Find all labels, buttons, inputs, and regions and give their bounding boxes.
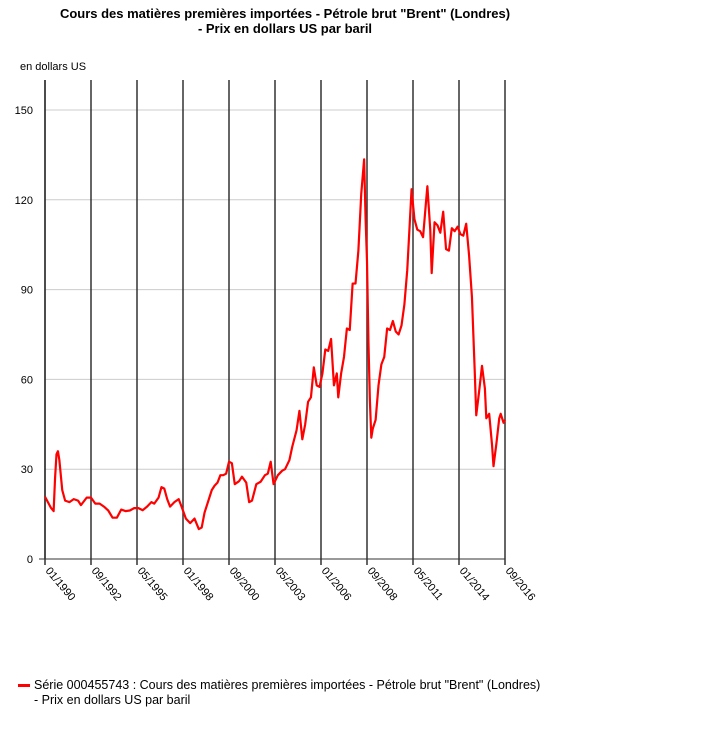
x-tick-label-9: 01/2014 — [457, 565, 492, 603]
y-tick-label-120: 120 — [15, 195, 33, 207]
y-tick-label-150: 150 — [15, 105, 33, 117]
x-tick-label-1: 09/1992 — [89, 565, 124, 603]
legend-swatch — [18, 684, 30, 687]
x-tick-label-2: 05/1995 — [135, 565, 170, 603]
legend-label: Série 000455743 : Cours des matières pre… — [34, 678, 634, 708]
y-tick-label-60: 60 — [21, 374, 33, 386]
y-tick-label-90: 90 — [21, 285, 33, 297]
chart-title-block: Cours des matières premières importées -… — [0, 6, 570, 36]
y-tick-label-0: 0 — [27, 554, 33, 566]
chart-title: Cours des matières premières importées -… — [59, 6, 511, 21]
legend-label-line-1: Série 000455743 : Cours des matières pre… — [34, 678, 541, 692]
y-tick-label-30: 30 — [21, 464, 33, 476]
series-line-0 — [44, 158, 506, 531]
x-tick-label-4: 09/2000 — [227, 565, 262, 603]
x-tick-label-3: 01/1998 — [181, 565, 216, 603]
x-tick-label-7: 09/2008 — [365, 565, 400, 603]
x-tick-label-5: 05/2003 — [273, 565, 308, 603]
y-axis-label: en dollars US — [20, 61, 86, 73]
chart-subtitle: - Prix en dollars US par baril — [197, 21, 373, 36]
x-tick-label-0: 01/1990 — [43, 565, 78, 603]
x-tick-label-6: 01/2006 — [319, 565, 354, 603]
legend-label-line-2: - Prix en dollars US par baril — [34, 693, 191, 707]
x-tick-label-8: 05/2011 — [411, 565, 445, 603]
x-tick-label-10: 09/2016 — [503, 565, 538, 603]
